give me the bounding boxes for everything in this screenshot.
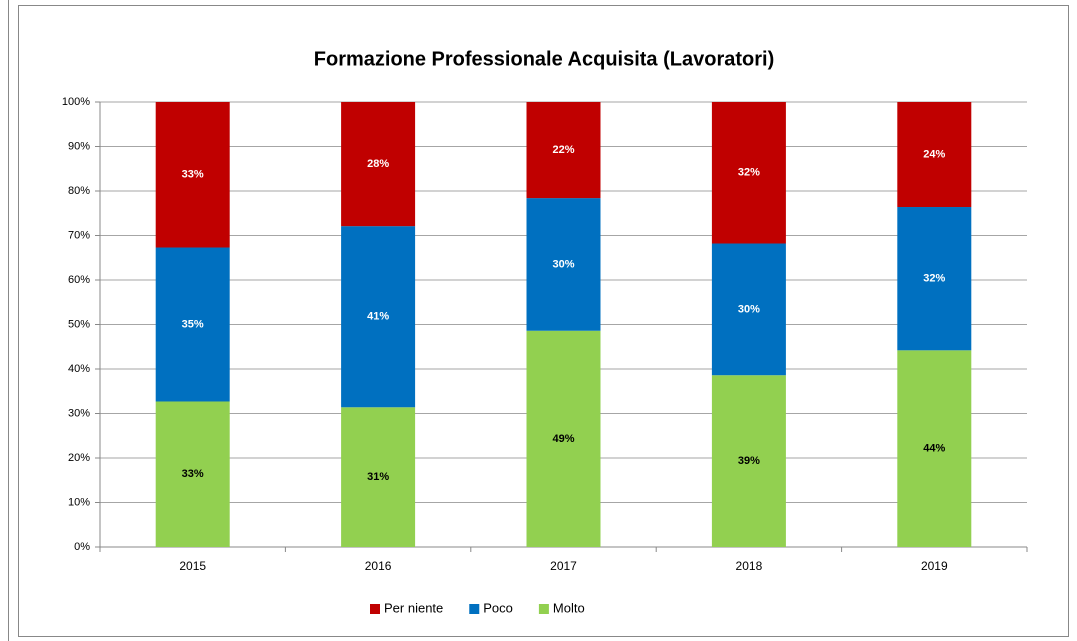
y-tick-label: 40% bbox=[68, 363, 90, 375]
bar-segment bbox=[155, 102, 230, 248]
bar-segment bbox=[526, 198, 601, 331]
bar-segment bbox=[341, 407, 416, 547]
bar-segment bbox=[526, 102, 601, 199]
bar-segment bbox=[711, 375, 786, 547]
bar-segment bbox=[155, 401, 230, 547]
y-tick-label: 0% bbox=[74, 541, 90, 553]
x-tick-label: 2019 bbox=[921, 559, 948, 573]
chart-title: Formazione Professionale Acquisita (Lavo… bbox=[314, 48, 774, 70]
y-tick-label: 20% bbox=[68, 452, 90, 464]
data-label: 35% bbox=[182, 318, 204, 330]
data-label: 33% bbox=[182, 169, 204, 181]
legend-swatch bbox=[370, 604, 380, 614]
legend-label: Per niente bbox=[384, 600, 443, 615]
y-tick-label: 90% bbox=[68, 140, 90, 152]
bar-segment bbox=[711, 243, 786, 376]
data-label: 32% bbox=[738, 167, 760, 179]
data-label: 33% bbox=[182, 468, 204, 480]
y-tick-label: 30% bbox=[68, 407, 90, 419]
chart-frame bbox=[18, 5, 1069, 637]
data-label: 44% bbox=[923, 443, 945, 455]
bar-segment bbox=[711, 102, 786, 244]
bar-segment bbox=[526, 330, 601, 547]
data-label: 41% bbox=[367, 311, 389, 323]
bar-segment bbox=[155, 247, 230, 402]
data-label: 30% bbox=[552, 258, 574, 270]
data-label: 39% bbox=[738, 455, 760, 467]
data-label: 28% bbox=[367, 158, 389, 170]
y-tick-label: 10% bbox=[68, 496, 90, 508]
legend-label: Poco bbox=[483, 600, 513, 615]
x-tick-label: 2016 bbox=[365, 559, 392, 573]
y-tick-label: 60% bbox=[68, 274, 90, 286]
legend-label: Molto bbox=[553, 600, 585, 615]
x-tick-label: 2017 bbox=[550, 559, 577, 573]
data-label: 24% bbox=[923, 148, 945, 160]
bar-segment bbox=[897, 207, 972, 351]
y-tick-label: 80% bbox=[68, 185, 90, 197]
x-tick-label: 2015 bbox=[179, 559, 206, 573]
data-label: 30% bbox=[738, 303, 760, 315]
data-label: 32% bbox=[923, 273, 945, 285]
legend-swatch bbox=[538, 604, 549, 614]
bar-segment bbox=[341, 102, 416, 227]
bar-segment bbox=[897, 102, 972, 208]
data-label: 22% bbox=[552, 144, 574, 156]
y-tick-label: 70% bbox=[68, 229, 90, 241]
y-tick-label: 100% bbox=[62, 96, 90, 108]
legend-swatch bbox=[469, 604, 480, 614]
bar-segment bbox=[897, 350, 972, 547]
y-tick-label: 50% bbox=[68, 318, 90, 330]
data-label: 49% bbox=[552, 433, 574, 445]
bar-segment bbox=[341, 226, 416, 408]
data-label: 31% bbox=[367, 471, 389, 483]
x-tick-label: 2018 bbox=[736, 559, 763, 573]
